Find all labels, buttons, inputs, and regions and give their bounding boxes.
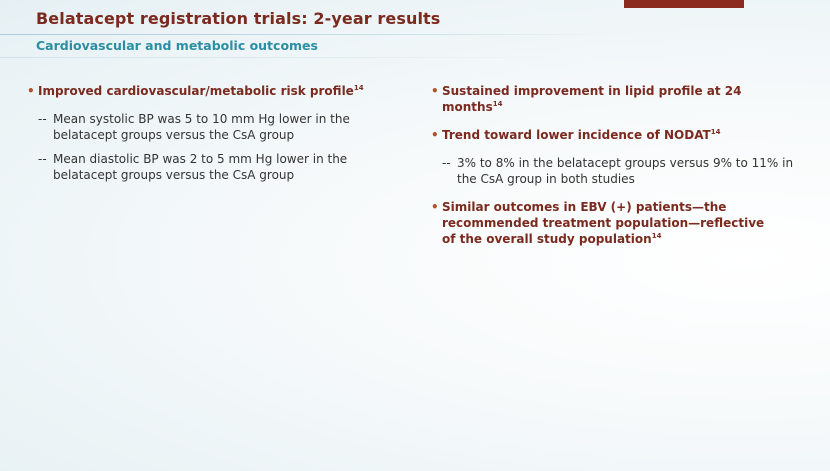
bullet-nodat: • Trend toward lower incidence of NODAT14 [431,127,801,143]
sub-bullet-text: Mean diastolic BP was 2 to 5 mm Hg lower… [53,152,348,182]
bullet-icon: • [431,84,439,98]
left-column: • Improved cardiovascular/metabolic risk … [27,83,407,183]
bullet-text: Trend toward lower incidence of NODAT [442,128,711,142]
bullet-text: Similar outcomes in EBV (+) patients—the… [442,200,765,246]
reference-marker: 14 [353,84,364,92]
right-column: • Sustained improvement in lipid profile … [431,83,801,247]
sub-bullet-text: Mean systolic BP was 5 to 10 mm Hg lower… [53,112,350,142]
bullet-text: Improved cardiovascular/metabolic risk p… [38,84,354,98]
reference-marker: 14 [710,128,721,136]
dash-icon: -- [442,156,451,170]
bullet-lipid-profile: • Sustained improvement in lipid profile … [431,83,762,115]
slide-title: Belatacept registration trials: 2-year r… [36,9,441,28]
sub-bullet-nodat-rates: -- 3% to 8% in the belatacept groups vers… [431,155,812,187]
bullet-icon: • [431,200,439,214]
dash-icon: -- [38,112,47,126]
bullet-icon: • [431,128,439,142]
title-divider [0,34,610,35]
reference-marker: 14 [492,100,503,108]
accent-bar [624,0,744,8]
bullet-icon: • [27,84,35,98]
dash-icon: -- [38,152,47,166]
subtitle-divider [0,57,560,58]
bullet-ebv-outcomes: • Similar outcomes in EBV (+) patients—th… [431,199,777,247]
reference-marker: 14 [651,232,662,240]
sub-bullet-diastolic: -- Mean diastolic BP was 2 to 5 mm Hg low… [27,151,383,183]
bullet-text: Sustained improvement in lipid profile a… [442,84,742,114]
slide-subtitle: Cardiovascular and metabolic outcomes [36,38,318,53]
bullet-risk-profile: • Improved cardiovascular/metabolic risk … [27,83,407,99]
sub-bullet-systolic: -- Mean systolic BP was 5 to 10 mm Hg low… [27,111,383,143]
sub-bullet-text: 3% to 8% in the belatacept groups versus… [457,156,794,186]
